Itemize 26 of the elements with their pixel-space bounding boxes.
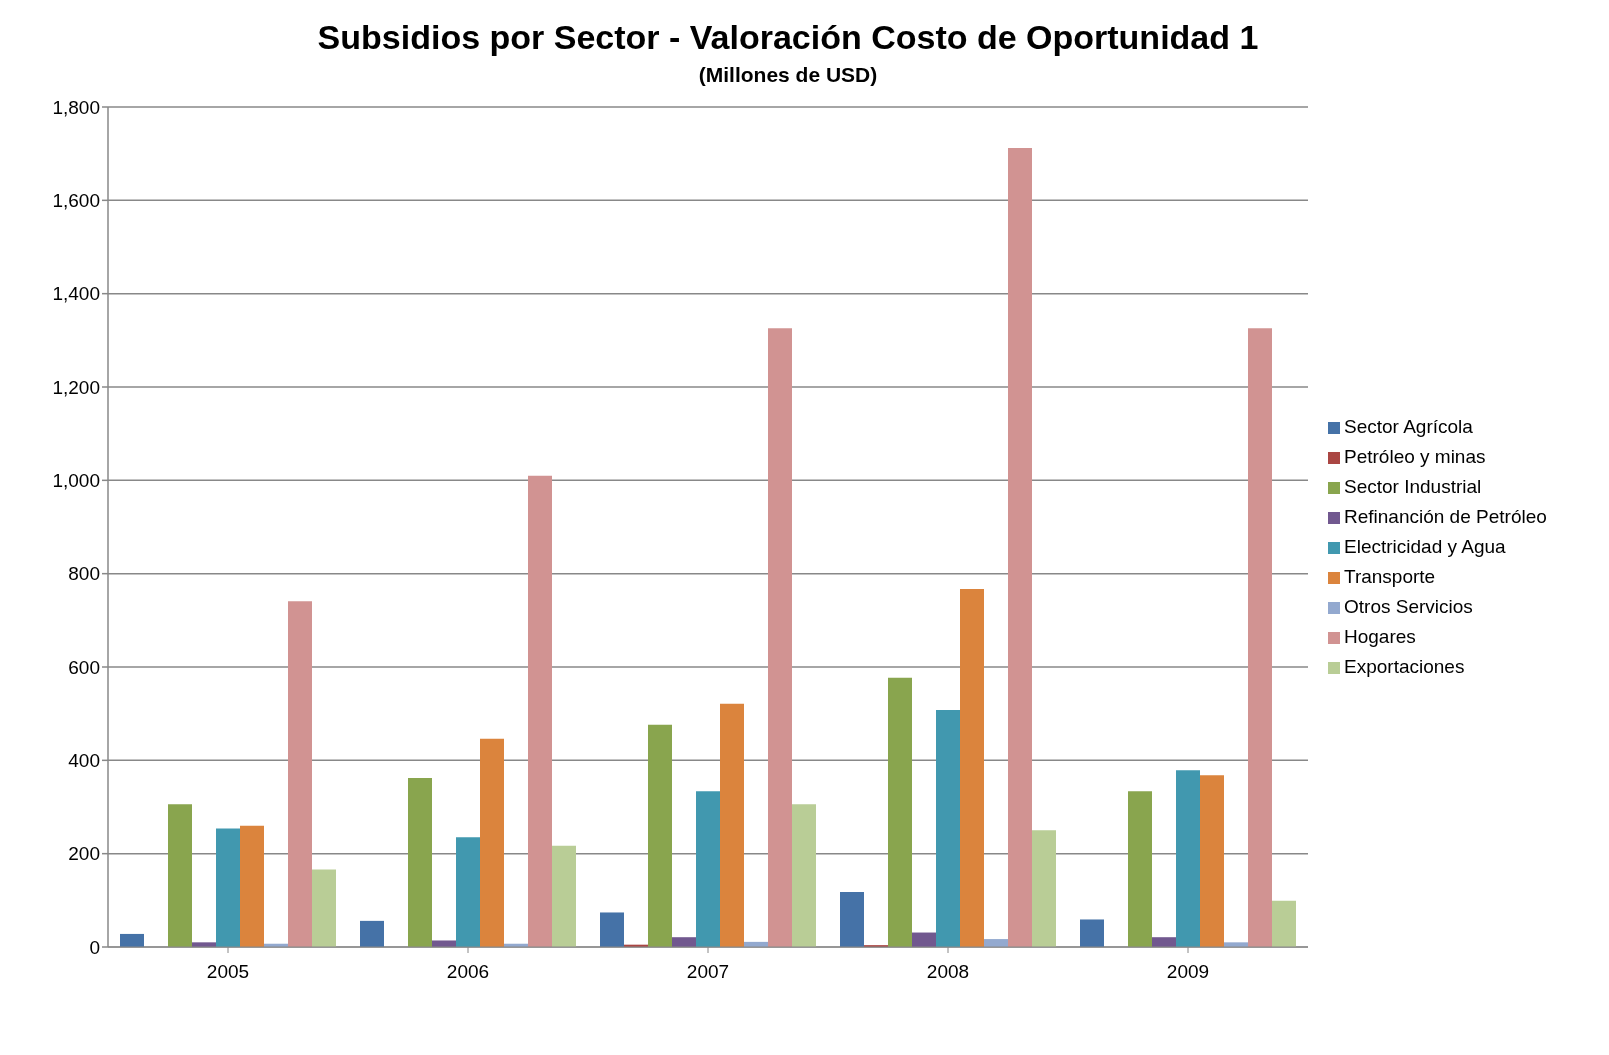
y-tick-label: 600 <box>68 656 100 678</box>
y-tick-label: 0 <box>89 936 100 958</box>
legend-label: Sector Agrícola <box>1344 416 1473 437</box>
y-tick-label: 1,600 <box>52 190 100 212</box>
chart-subtitle: (Millones de USD) <box>697 63 879 87</box>
legend-label: Sector Industrial <box>1344 476 1482 497</box>
legend-label: Hogares <box>1344 626 1416 647</box>
legend-label: Electricidad y Agua <box>1344 536 1506 557</box>
x-tick-label: 2009 <box>1166 961 1210 983</box>
legend-label: Petróleo y minas <box>1344 446 1486 467</box>
x-tick-label: 2008 <box>926 961 970 983</box>
y-tick-label: 1,000 <box>52 470 100 492</box>
y-tick-label: 1,400 <box>52 283 100 305</box>
x-tick-label: 2005 <box>206 961 250 983</box>
x-tick-label: 2006 <box>446 961 490 983</box>
chart-title: Subsidios por Sector - Valoración Costo de Oportunidad 1 <box>316 18 1260 57</box>
legend-label: Transporte <box>1344 566 1436 587</box>
legend-label: Exportaciones <box>1344 656 1465 677</box>
y-tick-label: 400 <box>68 750 100 772</box>
y-tick-label: 200 <box>68 843 100 865</box>
y-tick-label: 1,200 <box>52 376 100 398</box>
y-tick-label: 1,800 <box>52 96 100 118</box>
x-tick-label: 2007 <box>686 961 730 983</box>
legend-label: Refinanción de Petróleo <box>1344 506 1547 527</box>
y-tick-label: 800 <box>68 563 100 585</box>
legend-label: Otros Servicios <box>1344 596 1473 617</box>
